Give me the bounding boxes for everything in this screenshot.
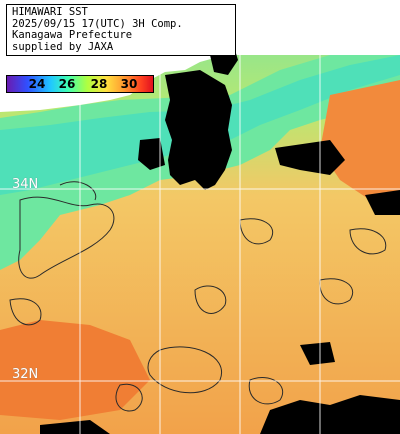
cloud-bottom-right	[260, 395, 400, 434]
sst-contours	[9, 181, 387, 412]
map-title-box: HIMAWARI SST 2025/09/15 17(UTC) 3H Comp.…	[6, 4, 236, 56]
colorbar-tick-30: 30	[120, 77, 138, 91]
colorbar-tick-26: 26	[58, 77, 76, 91]
colorbar-gradient	[7, 76, 153, 92]
title-line-1: HIMAWARI SST	[12, 6, 88, 18]
land-cloud-east	[275, 140, 345, 175]
lat-label-34n: 34N	[12, 177, 39, 192]
colorbar-tick-24: 24	[28, 77, 46, 91]
title-line-3: Kanagawa Prefecture	[12, 29, 133, 41]
warm-sw-patch	[0, 320, 150, 420]
lat-label-32n: 32N	[12, 367, 39, 382]
land-cloud-west	[138, 138, 165, 170]
warm-east-patch	[320, 80, 400, 200]
colorbar-tick-28: 28	[90, 77, 108, 91]
land-cloud-right	[365, 190, 400, 215]
land-east-block	[210, 50, 238, 75]
cloud-bottom-mid	[300, 342, 335, 365]
title-line-4: supplied by JAXA	[12, 40, 114, 53]
land-peninsula	[165, 70, 232, 190]
sst-colorbar: 24 26 28 30	[6, 75, 154, 93]
title-line-2: 2025/09/15 17(UTC) 3H Comp.	[12, 17, 183, 30]
cloud-bottom-left	[40, 420, 110, 434]
